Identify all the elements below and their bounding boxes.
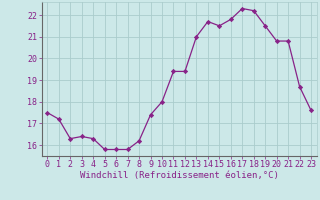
X-axis label: Windchill (Refroidissement éolien,°C): Windchill (Refroidissement éolien,°C) (80, 171, 279, 180)
